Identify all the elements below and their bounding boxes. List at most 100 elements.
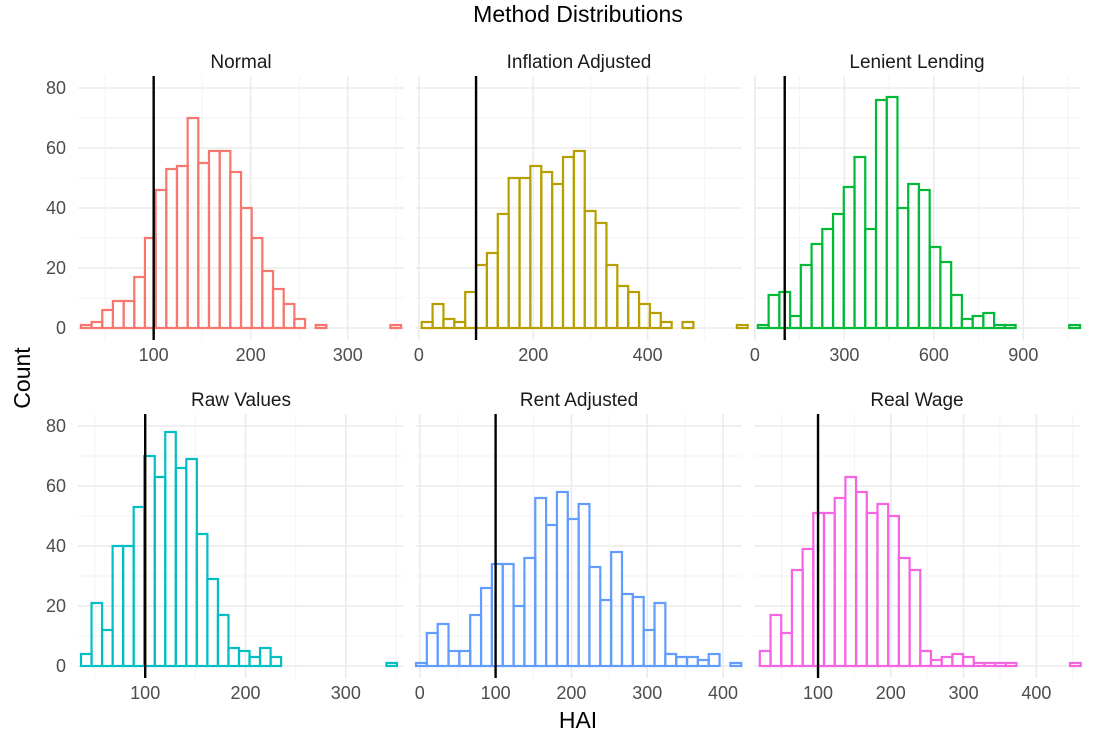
histogram-bar [865,511,879,668]
histogram-bar [237,649,251,668]
panel-title: Lenient Lending [849,52,984,73]
histogram-bar [431,302,445,330]
x-tick-label: 400 [1021,683,1051,703]
histogram-bar [479,586,493,668]
y-tick-label: 80 [46,416,66,436]
histogram-bar [627,290,641,330]
x-tick-label: 600 [919,345,949,365]
histogram-bar [642,628,656,668]
histogram-bar [756,323,770,330]
histogram-bar [822,511,836,668]
histogram-bar [485,251,499,330]
histogram-bar [735,323,749,330]
histogram-bar [1003,323,1017,330]
x-tick-label: 0 [750,345,760,365]
histogram-bar [767,293,781,330]
histogram-bar [993,323,1006,330]
histogram-bar [876,502,890,668]
histogram-bars [414,490,743,668]
panel-title: Normal [210,52,271,73]
histogram-bar [540,170,554,330]
y-tick-label: 40 [46,536,66,556]
histogram-bar [425,631,439,668]
histogram-bar [154,188,168,330]
panel-title: Rent Adjusted [520,390,638,411]
histogram-bar [769,613,783,668]
histogram-bar [269,655,283,668]
histogram-bar [566,517,580,668]
histogram-bar [474,263,489,330]
histogram-bar [507,176,521,330]
x-tick-label: 100 [803,683,833,703]
histogram-bar [729,661,743,668]
histogram-bar [577,502,591,668]
y-tick-label: 20 [46,596,66,616]
x-tick-label: 400 [708,683,738,703]
histogram-bar [271,287,285,330]
histogram-bar [248,655,262,668]
histogram-bar [216,613,230,668]
histogram-bar [616,284,630,330]
histogram-bar [229,170,243,330]
histogram-bar [469,613,483,668]
histogram-bar [122,299,136,330]
x-tick-label: 400 [633,345,663,365]
histogram-bar [153,475,167,668]
histogram-bar [496,212,510,330]
histogram-bar [951,652,965,668]
x-tick-label: 200 [230,683,260,703]
panel-grid [416,414,742,678]
panel-title: Inflation Adjusted [507,52,652,73]
histogram-bar [164,430,177,668]
histogram-bar [961,655,975,668]
y-tick-label: 60 [46,138,66,158]
histogram-bar [610,550,624,668]
panel-raw-values: Raw Values 100 200 300 0 20 40 60 80 [46,390,404,703]
x-tick-label: 300 [632,683,662,703]
histogram-bar [664,652,678,668]
histogram-bar [90,601,104,668]
histogram-bar [389,323,403,330]
histogram-bar [831,212,845,330]
histogram-bar [982,311,996,330]
histogram-bar [648,311,662,330]
y-tick-label: 0 [56,318,66,338]
chart-title: Method Distributions [473,1,683,27]
histogram-bar [90,320,104,330]
histogram-bar [79,323,93,330]
y-tick-label: 40 [46,198,66,218]
histogram-bar [534,496,548,668]
x-axis-title: HAI [559,707,597,733]
panel-title: Raw Values [191,390,291,411]
histogram-bar [972,661,986,668]
x-tick-label: 100 [130,683,160,703]
y-tick-label: 80 [46,78,66,98]
histogram-bar [282,302,296,330]
panel-normal: Normal 100 200 300 0 20 40 60 80 [46,52,404,365]
histogram-bar [758,649,772,668]
histogram-bar [588,565,602,668]
histogram-bar [681,320,695,330]
histogram-bar [555,490,569,668]
x-tick-label: 200 [556,683,586,703]
panel-title: Real Wage [870,390,963,411]
histogram-bar [111,299,125,330]
histogram-bar [653,601,667,668]
histogram-bar [887,514,900,668]
histogram-bar [854,490,868,668]
y-tick-label: 20 [46,258,66,278]
histogram-bar [132,505,146,668]
histogram-bar [853,155,867,330]
histogram-bar [293,317,307,330]
histogram-bar [186,116,200,330]
y-tick-label: 60 [46,476,66,496]
x-tick-label: 300 [333,345,363,365]
panel-inflation-adjusted: Inflation Adjusted 0 200 400 [414,52,749,365]
histogram-bar [790,568,804,668]
x-tick-label: 100 [139,345,169,365]
histogram-bar [928,245,942,330]
x-tick-label: 200 [518,345,548,365]
histogram-bar [907,182,921,330]
histogram-bar [420,320,434,330]
